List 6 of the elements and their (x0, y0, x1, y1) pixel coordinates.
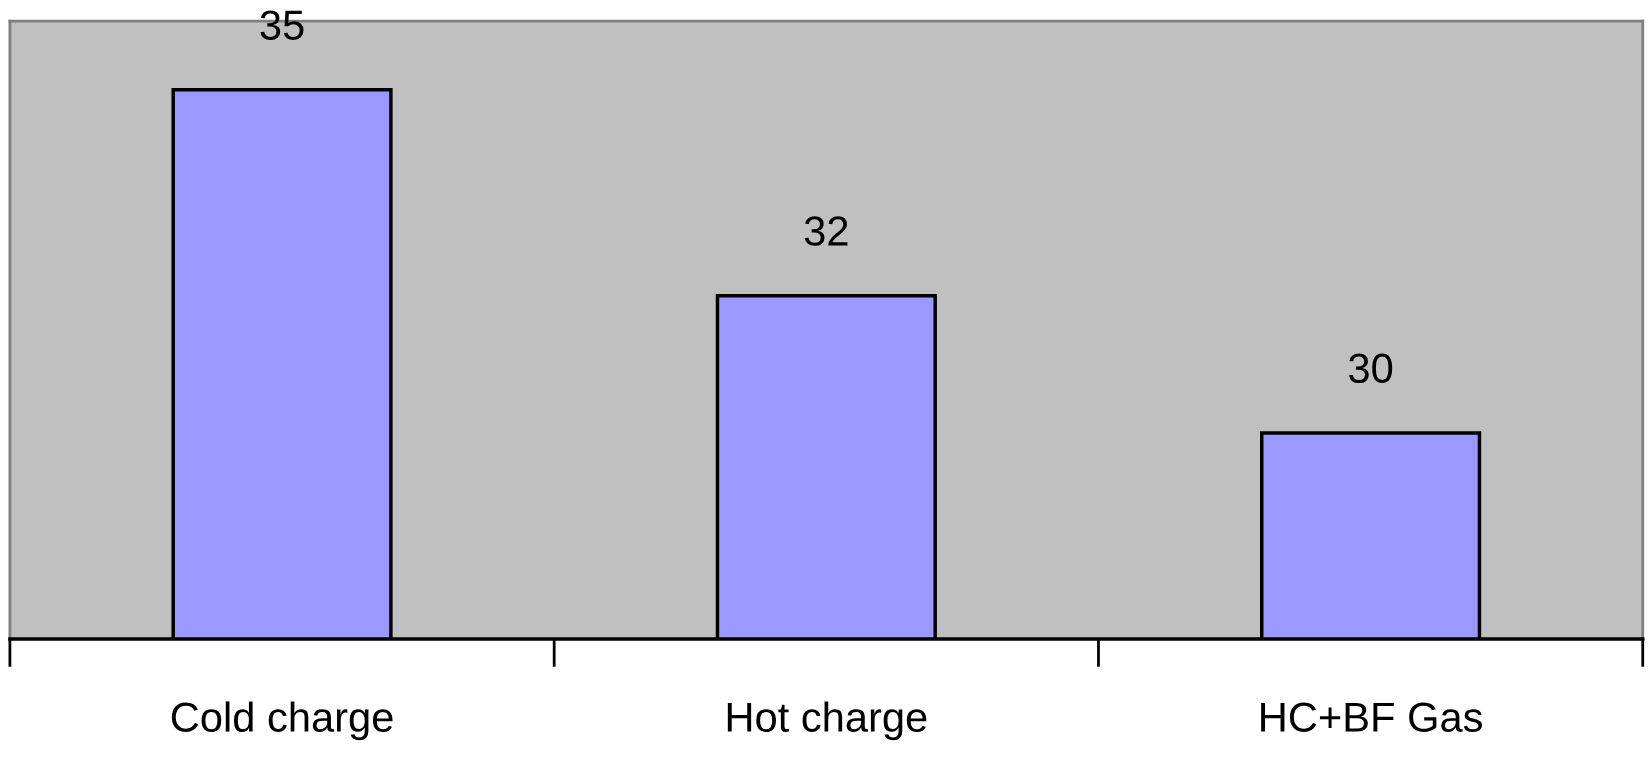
x-tick-label: Hot charge (727, 701, 927, 741)
data-label: 35 (260, 10, 304, 40)
x-tick-label: HC+BF Gas (1261, 702, 1482, 733)
data-label: 32 (804, 216, 848, 246)
x-tick-label: Cold charge (171, 701, 393, 741)
data-label: 30 (1349, 353, 1393, 384)
